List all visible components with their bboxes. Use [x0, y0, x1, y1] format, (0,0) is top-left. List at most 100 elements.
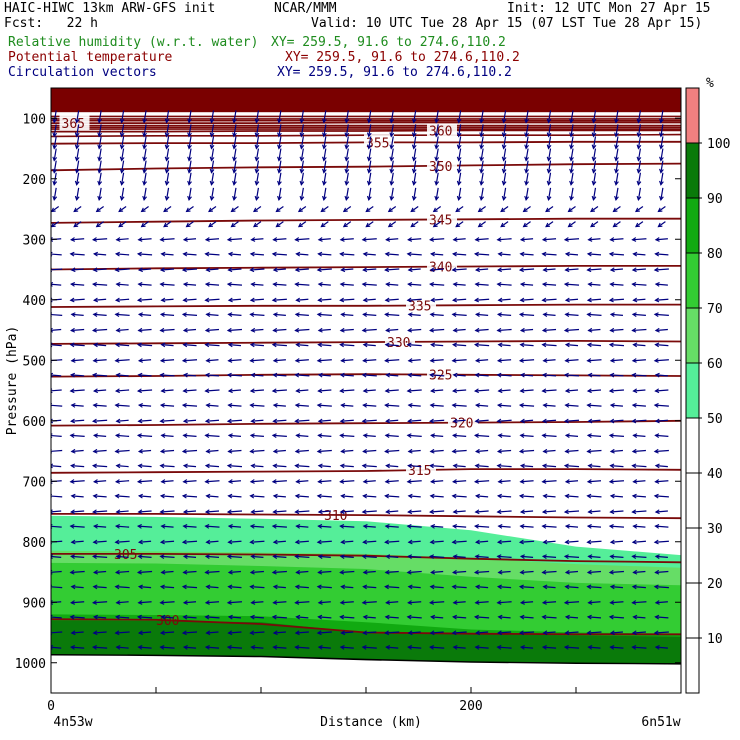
vector-arrow	[385, 404, 400, 407]
vector-arrowhead	[496, 281, 502, 287]
vector-arrowhead	[451, 358, 457, 363]
vector-arrowhead	[564, 297, 570, 303]
vector-arrowhead	[272, 644, 278, 650]
vector-arrowhead	[384, 297, 390, 303]
vector-arrowhead	[339, 523, 345, 529]
vector-arrowhead	[294, 372, 300, 378]
vector-arrowhead	[654, 297, 660, 303]
vector-arrowhead	[407, 403, 413, 408]
vector-arrowhead	[205, 539, 211, 545]
vector-arrow	[250, 344, 264, 347]
vector-arrowhead	[69, 388, 75, 394]
vector-arrow	[71, 465, 85, 468]
vector-arrow	[250, 631, 265, 634]
vector-arrowhead	[339, 327, 345, 333]
vector-arrowhead	[226, 372, 232, 378]
vector-arrowhead	[659, 180, 664, 186]
vector-arrow	[182, 631, 198, 634]
vector-arrowhead	[474, 644, 480, 650]
vector-arrowhead	[501, 156, 507, 162]
vector-arrow	[138, 328, 152, 332]
vector-arrowhead	[541, 342, 547, 348]
vector-arrowhead	[92, 569, 99, 575]
vector-arrowhead	[586, 358, 592, 363]
vector-arrow	[615, 160, 619, 173]
colorbar-label: 40	[707, 467, 723, 482]
vector-arrow	[564, 646, 580, 649]
vector-arrowhead	[182, 418, 188, 424]
vector-arrow	[210, 148, 215, 161]
vector-arrow	[587, 313, 602, 316]
vector-arrow	[253, 206, 262, 212]
vector-arrowhead	[541, 509, 547, 515]
vector-arrow	[165, 110, 170, 123]
vector-arrow	[251, 510, 264, 513]
vector-arrow	[318, 601, 331, 604]
vector-arrow	[431, 570, 444, 574]
vector-arrow	[609, 298, 624, 301]
vector-arrowhead	[524, 195, 529, 202]
vector-arrow	[633, 298, 646, 301]
vector-arrow	[273, 404, 286, 407]
vector-arrowhead	[541, 237, 547, 242]
vector-arrowhead	[452, 282, 458, 287]
vector-arrow	[182, 359, 198, 362]
colorbar-label: 30	[707, 522, 723, 537]
vector-arrowhead	[631, 448, 637, 454]
vector-arrow	[497, 419, 512, 422]
vector-arrow	[205, 328, 220, 332]
vector-arrowhead	[204, 237, 210, 242]
vector-arrowhead	[434, 118, 440, 124]
vector-arrow	[632, 631, 646, 634]
vector-arrow	[138, 570, 153, 574]
vector-arrowhead	[204, 479, 210, 484]
vector-arrowhead	[632, 614, 638, 620]
vector-arrowhead	[181, 267, 187, 273]
vector-arrow	[139, 495, 152, 498]
vector-arrowhead	[317, 554, 323, 560]
vector-arrowhead	[496, 600, 502, 605]
colorbar-bin-100	[686, 88, 699, 143]
vector-arrow	[182, 586, 198, 589]
vector-arrowhead	[659, 132, 664, 138]
vector-arrowhead	[317, 433, 323, 439]
vector-arrowhead	[591, 180, 597, 186]
vector-arrow	[51, 449, 63, 452]
vector-arrow	[637, 110, 642, 123]
vector-arrowhead	[385, 554, 391, 560]
vector-arrowhead	[519, 251, 525, 257]
vector-arrow	[453, 601, 466, 604]
vector-arrowhead	[654, 342, 660, 348]
vector-arrowhead	[659, 195, 664, 202]
field-xy-rh: XY= 259.5, 91.6 to 274.6,110.2	[271, 35, 506, 50]
vector-arrowhead	[204, 644, 210, 650]
vector-arrow	[233, 110, 237, 123]
vector-arrow	[610, 601, 624, 604]
vector-arrowhead	[249, 267, 255, 273]
vector-arrowhead	[294, 448, 300, 454]
vector-arrowhead	[519, 327, 525, 333]
theta-label-335: 335	[408, 300, 431, 315]
vector-arrow	[453, 616, 467, 619]
vector-arrow	[435, 160, 439, 173]
vector-arrowhead	[92, 539, 98, 545]
vector-arrowhead	[295, 297, 301, 303]
theta-contour-305	[51, 553, 681, 564]
vector-arrow	[93, 495, 107, 498]
vector-arrow	[480, 136, 484, 149]
theta-contour-340	[51, 264, 681, 271]
vector-arrowhead	[70, 281, 76, 287]
vector-arrowhead	[299, 195, 305, 202]
vector-arrowhead	[294, 493, 300, 499]
vector-arrow	[480, 187, 484, 200]
vector-arrowhead	[254, 168, 260, 174]
vector-arrow	[76, 124, 80, 137]
vector-arrowhead	[227, 433, 233, 439]
vector-arrow	[503, 110, 507, 123]
vector-arrow	[587, 631, 602, 634]
vector-arrow	[610, 555, 624, 558]
vector-arrow	[542, 389, 557, 392]
vector-arrowhead	[497, 251, 503, 257]
vector-arrowhead	[452, 479, 458, 484]
terrain-fill	[51, 655, 681, 693]
